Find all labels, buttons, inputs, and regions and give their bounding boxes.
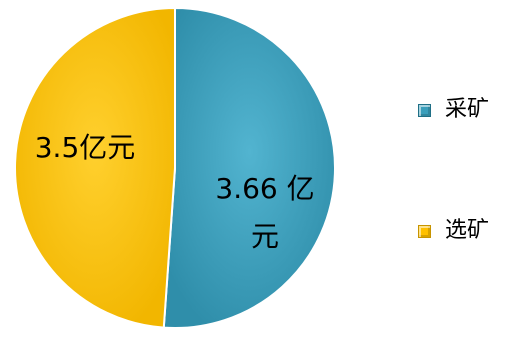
legend-swatch-processing [418,224,431,238]
pie-slice-processing [13,6,176,329]
chart-legend: 采矿 选矿 [418,0,525,337]
data-label-mining-line-2: 元 [251,220,279,253]
data-label-processing-line-1: 3.5亿元 [35,131,136,164]
data-label-mining-line-1: 3.66 亿 [215,172,314,205]
pie-slice-mining [162,6,336,329]
legend-label-processing: 选矿 [445,218,490,243]
legend-label-mining: 采矿 [445,97,490,122]
legend-item-mining: 采矿 [418,95,489,125]
legend-swatch-mining [418,103,431,117]
legend-item-processing: 选矿 [418,216,489,246]
